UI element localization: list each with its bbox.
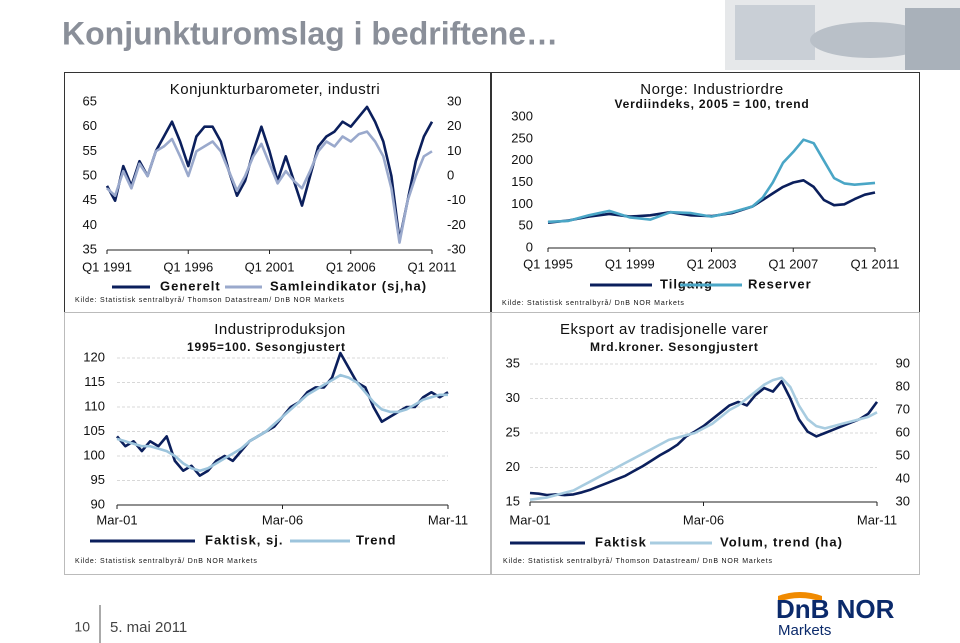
logo-ribbon	[778, 592, 822, 602]
panel-frame	[64, 72, 920, 575]
logo: DnB NOR	[776, 594, 895, 624]
series-line	[105, 105, 434, 242]
chart-subtitle: Verdiindeks, 2005 = 100, trend	[614, 97, 809, 111]
y-tick-label: 95	[91, 472, 105, 487]
y2-tick-label: 10	[447, 143, 461, 158]
y2-tick-label: 30	[447, 93, 461, 108]
x-tick-label: Q1 1991	[82, 259, 132, 274]
y-tick-label: 300	[511, 108, 533, 123]
logo-sub: Markets	[778, 622, 831, 639]
y-tick-label: 30	[506, 390, 520, 405]
x-tick-label: Q1 1995	[523, 256, 573, 271]
y-tick-label: 20	[506, 459, 520, 474]
y2-tick-label: 30	[896, 493, 910, 508]
series-line	[116, 351, 449, 477]
y-tick-label: 100	[511, 196, 533, 211]
x-tick-label: Mar-01	[509, 512, 550, 527]
y2-tick-label: -20	[447, 217, 466, 232]
y-tick-label: 150	[511, 174, 533, 189]
chart-subtitle: Mrd.kroner. Sesongjustert	[590, 340, 759, 354]
y2-tick-label: 80	[896, 378, 910, 393]
chart-subtitle: 1995=100. Sesongjustert	[187, 340, 346, 354]
series-line	[529, 380, 879, 497]
y2-tick-label: 0	[447, 167, 454, 182]
chart-title: Industriproduksjon	[214, 321, 346, 338]
y2-tick-label: -10	[447, 192, 466, 207]
y-tick-label: 250	[511, 130, 533, 145]
page-number: 10	[74, 619, 90, 635]
y2-tick-label: 60	[896, 424, 910, 439]
x-tick-label: Q1 2003	[687, 256, 737, 271]
y-tick-label: 65	[83, 93, 97, 108]
legend-label: Faktisk	[595, 534, 647, 549]
y-tick-label: 100	[83, 447, 105, 462]
x-tick-label: Q1 1999	[605, 256, 655, 271]
legend-label: Trend	[356, 532, 396, 547]
y-tick-label: 35	[83, 241, 97, 256]
y-tick-label: 55	[83, 143, 97, 158]
y-tick-label: 110	[84, 398, 105, 413]
x-tick-label: Mar-01	[96, 512, 137, 527]
slide-date: 5. mai 2011	[110, 619, 187, 636]
x-tick-label: Q1 2007	[768, 256, 818, 271]
y-tick-label: 105	[83, 423, 105, 438]
legend-label: Reserver	[748, 276, 812, 291]
chart-title: Eksport av tradisjonelle varer	[560, 321, 768, 338]
series-line	[547, 138, 876, 224]
y-tick-label: 45	[83, 192, 97, 207]
x-tick-label: Q1 2001	[245, 259, 295, 274]
y2-tick-label: 90	[896, 355, 910, 370]
y-tick-label: 50	[519, 218, 533, 233]
x-tick-label: Mar-11	[428, 512, 468, 527]
legend-label: Volum, trend (ha)	[720, 534, 843, 549]
chart-title: Konjunkturbarometer, industri	[170, 81, 380, 98]
source-note: Kilde: Statistisk sentralbyrå/ DnB NOR M…	[75, 557, 258, 565]
series-line	[106, 130, 433, 244]
y2-tick-label: -30	[447, 241, 466, 256]
source-note: Kilde: Statistisk sentralbyrå/ Thomson D…	[75, 296, 345, 304]
series-line	[116, 373, 448, 472]
y-tick-label: 90	[91, 496, 105, 511]
x-tick-label: Mar-06	[683, 512, 724, 527]
y-tick-label: 25	[506, 424, 520, 439]
source-note: Kilde: Statistisk sentralbyrå/ Thomson D…	[503, 557, 773, 565]
header-photo	[725, 0, 960, 70]
x-tick-label: Mar-11	[857, 512, 897, 527]
source-note: Kilde: Statistisk sentralbyrå/ DnB NOR M…	[502, 299, 685, 307]
y-tick-label: 60	[83, 118, 97, 133]
y-tick-label: 35	[506, 355, 520, 370]
x-tick-label: Q1 1996	[163, 259, 213, 274]
series-line	[529, 376, 878, 501]
y-tick-label: 50	[83, 167, 97, 182]
x-tick-label: Q1 2011	[408, 259, 457, 274]
y-tick-label: 115	[84, 374, 105, 389]
x-tick-label: Q1 2011	[851, 256, 900, 271]
legend-label: Samleindikator (sj,ha)	[270, 278, 427, 293]
legend-label: Faktisk, sj.	[205, 532, 283, 547]
x-tick-label: Q1 2006	[326, 259, 376, 274]
y-tick-label: 40	[83, 217, 97, 232]
slide-title: Konjunkturomslag i bedriftene…	[62, 15, 558, 51]
y2-tick-label: 40	[896, 470, 910, 485]
legend-label: Generelt	[160, 278, 221, 293]
y2-tick-label: 70	[896, 401, 910, 416]
y2-tick-label: 50	[896, 447, 910, 462]
y-tick-label: 0	[526, 239, 533, 254]
y2-tick-label: 20	[447, 118, 461, 133]
y-tick-label: 120	[83, 349, 105, 364]
y-tick-label: 200	[511, 152, 533, 167]
y-tick-label: 15	[506, 493, 520, 508]
x-tick-label: Mar-06	[262, 512, 303, 527]
chart-title: Norge: Industriordre	[640, 81, 783, 98]
